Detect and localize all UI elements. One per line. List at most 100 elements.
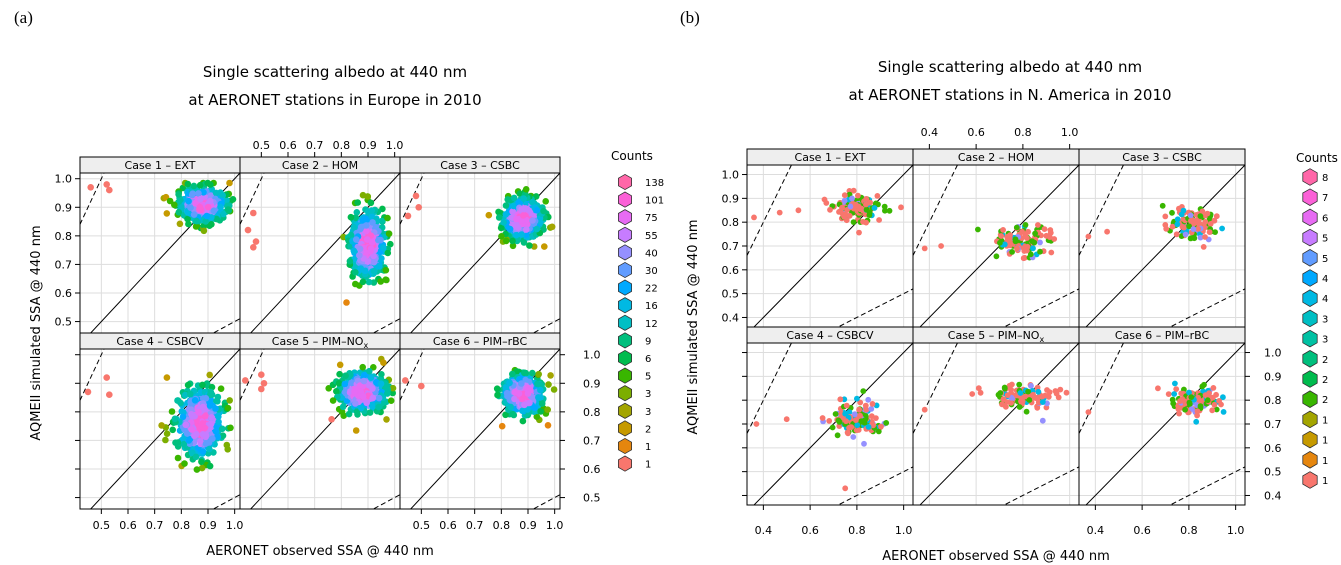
data-point	[1173, 386, 1180, 392]
data-point	[363, 222, 370, 229]
data-point	[827, 206, 833, 213]
legend-value: 2	[1322, 375, 1328, 386]
data-point	[1206, 229, 1213, 236]
data-point	[383, 416, 390, 423]
y-tick-label-right: 0.8	[1264, 394, 1282, 407]
data-point	[1186, 223, 1192, 230]
data-point	[832, 411, 839, 417]
data-point	[1209, 407, 1216, 414]
data-point	[367, 374, 375, 382]
data-point	[329, 397, 337, 404]
y-tick-label-right: 0.4	[1264, 489, 1282, 502]
data-point	[368, 207, 376, 214]
data-point	[852, 417, 859, 423]
one-to-two-line	[837, 466, 913, 505]
data-point	[207, 181, 214, 188]
data-point	[1200, 244, 1207, 250]
data-point	[1213, 406, 1220, 413]
legend-hexagon	[1302, 289, 1318, 307]
data-point	[384, 249, 392, 257]
data-point	[515, 390, 523, 397]
legend-value: 5	[1322, 234, 1328, 245]
chart-subtitle: at AERONET stations in Europe in 2010	[188, 91, 481, 109]
data-point	[385, 230, 393, 237]
x-tick-label: 1.0	[546, 519, 564, 532]
data-point	[217, 385, 225, 393]
data-point	[226, 179, 233, 187]
data-point	[502, 211, 510, 218]
data-point	[387, 397, 395, 405]
facet-panel: Case 1 – EXT	[746, 148, 914, 328]
data-point	[1037, 248, 1043, 255]
data-point	[537, 381, 545, 389]
data-point	[227, 424, 234, 432]
outlier-point	[103, 374, 110, 381]
outlier-point	[1085, 409, 1092, 415]
data-point	[547, 372, 554, 379]
legend-value: 7	[1322, 193, 1328, 204]
data-point	[204, 203, 212, 211]
data-point	[365, 278, 373, 286]
x-tick-label: 0.8	[1180, 524, 1198, 537]
data-point	[535, 370, 542, 378]
y-axis-label: AQMEII simulated SSA @ 440 nm	[686, 219, 701, 434]
data-point	[206, 462, 214, 470]
legend-value: 75	[645, 213, 658, 224]
data-point	[212, 189, 220, 197]
outlier-point	[753, 421, 760, 427]
data-point	[350, 223, 358, 231]
facet-strip-text: Case 5 – PIM–NO	[948, 329, 1040, 342]
facet-strip-label: Case 1 – EXT	[795, 151, 866, 164]
data-point	[1035, 222, 1041, 228]
facet-strip-subscript: x	[363, 341, 368, 350]
data-point	[975, 226, 981, 233]
data-point	[521, 369, 528, 377]
legend-value: 1	[645, 460, 651, 471]
data-point	[174, 397, 181, 404]
data-point	[1047, 229, 1054, 236]
data-point	[1007, 232, 1013, 239]
data-point	[1188, 217, 1194, 224]
data-point	[1008, 386, 1014, 393]
x-tick-label-top: 1.0	[386, 139, 404, 152]
data-point	[863, 196, 870, 202]
data-point	[354, 199, 362, 206]
x-tick-label-top: 0.8	[333, 139, 351, 152]
data-point	[224, 404, 232, 412]
outlier-point	[242, 377, 249, 384]
one-to-one-line	[919, 165, 1079, 327]
legend-value: 9	[645, 336, 651, 347]
data-point	[196, 438, 204, 445]
data-point	[533, 225, 541, 233]
data-point	[369, 219, 376, 226]
data-point	[863, 406, 870, 413]
data-point	[359, 191, 367, 199]
facet-panel: Case 2 – HOM	[239, 156, 401, 334]
data-point	[509, 208, 516, 215]
panel-data-area	[80, 173, 240, 333]
data-point	[997, 390, 1004, 396]
legend-hexagon	[618, 314, 632, 331]
facet-panel: Case 6 – PIM–rBC	[399, 332, 561, 510]
data-point	[375, 394, 383, 402]
data-point	[358, 404, 365, 412]
legend-title: Counts	[611, 149, 653, 163]
data-point	[197, 195, 204, 203]
data-point	[214, 398, 221, 405]
legend-hexagon	[1302, 249, 1318, 267]
data-point	[353, 209, 361, 216]
data-point	[507, 403, 514, 411]
facet-strip-text: Case 1 – EXT	[125, 159, 196, 172]
data-point	[1032, 394, 1039, 401]
one-to-two-line	[1169, 288, 1245, 327]
data-point	[834, 432, 841, 439]
facet-strip-label: Case 3 – CSBC	[1122, 151, 1202, 164]
data-point	[366, 367, 373, 375]
data-point	[384, 390, 391, 397]
data-point	[861, 417, 868, 424]
data-point	[850, 219, 857, 226]
data-point	[837, 396, 844, 403]
legend-hexagon	[1302, 410, 1318, 429]
facet-panel: Case 3 – CSBC	[399, 156, 561, 334]
data-point	[185, 220, 192, 228]
